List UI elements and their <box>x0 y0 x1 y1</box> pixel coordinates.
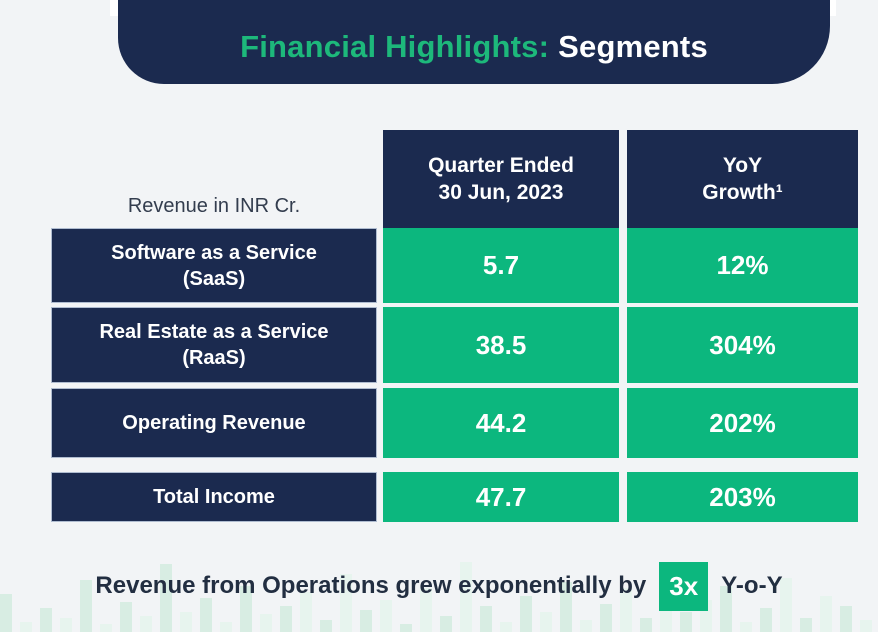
decorative-bar <box>720 586 732 632</box>
decorative-bar <box>420 588 432 632</box>
row-label-cell: Software as a Service (SaaS) <box>51 228 377 303</box>
decorative-bar <box>20 622 32 632</box>
header-quarter-line1: Quarter Ended <box>428 153 574 177</box>
row-growth: 304% <box>709 329 776 360</box>
decorative-bar <box>640 618 652 632</box>
row-label-line2: (RaaS) <box>182 347 246 369</box>
decorative-bar <box>260 614 272 632</box>
corner-label: Revenue in INR Cr. <box>127 195 301 217</box>
footer-text-before: Revenue from Operations grew exponential… <box>95 572 647 599</box>
decorative-bar <box>340 574 352 632</box>
total-label: Total Income <box>153 486 275 508</box>
decorative-bar <box>180 612 192 632</box>
decorative-bar <box>200 598 212 632</box>
total-value: 47.7 <box>475 481 527 512</box>
footer-callout: Revenue from Operations grew exponential… <box>0 556 878 616</box>
header-yoy-line2: Growth¹ <box>702 181 783 204</box>
decorative-bar <box>800 618 812 632</box>
decorative-bar <box>840 606 852 632</box>
decorative-bar <box>240 586 252 632</box>
header-quarter-cell: Quarter Ended 30 Jun, 2023 <box>383 130 619 228</box>
decorative-bar <box>60 618 72 632</box>
decorative-bar <box>580 620 592 632</box>
table-row-raas: Real Estate as a Service (RaaS) 38.5 304… <box>0 307 878 383</box>
decorative-bar <box>460 562 472 632</box>
decorative-bar <box>80 580 92 632</box>
row-value-cell: 44.2 <box>383 388 619 458</box>
row-growth-cell: 12% <box>627 228 858 303</box>
decorative-bar <box>40 608 52 632</box>
row-growth-cell: 202% <box>627 388 858 458</box>
decorative-bar <box>300 592 312 632</box>
decorative-bar <box>860 620 872 632</box>
row-value: 5.7 <box>482 250 520 280</box>
header-yoy-line1: YoY <box>722 153 763 177</box>
decorative-bar <box>100 624 112 632</box>
decorative-bar <box>680 612 692 632</box>
decorative-bar <box>560 582 572 632</box>
decorative-bar <box>540 612 552 632</box>
growth-multiple-badge: 3x <box>659 561 709 611</box>
row-label-line2: (SaaS) <box>182 267 246 290</box>
decorative-bar <box>160 564 172 632</box>
row-growth: 202% <box>709 407 776 438</box>
row-value: 38.5 <box>475 329 527 360</box>
decorative-bar <box>320 620 332 632</box>
decorative-bar <box>220 622 232 632</box>
growth-multiple-value: 3x <box>669 570 699 601</box>
row-value-cell: 5.7 <box>383 228 619 303</box>
table-row-saas: Software as a Service (SaaS) 5.7 12% <box>0 228 878 303</box>
title-banner: Financial Highlights: Segments <box>118 0 830 84</box>
decorative-bar <box>360 610 372 632</box>
decorative-bar <box>120 602 132 632</box>
row-label-line1: Real Estate as a Service <box>99 321 329 343</box>
table-row-total-income: Total Income 47.7 203% <box>0 472 878 522</box>
page-title-segment: Segments <box>558 29 708 64</box>
total-growth-cell: 203% <box>627 472 858 522</box>
row-growth: 12% <box>716 250 769 280</box>
decorative-bar <box>780 578 792 632</box>
row-label-cell: Real Estate as a Service (RaaS) <box>51 307 377 383</box>
decorative-bar <box>500 622 512 632</box>
total-label-cell: Total Income <box>51 472 377 522</box>
decorative-bar <box>760 608 772 632</box>
decorative-bar <box>400 624 412 632</box>
row-value-cell: 38.5 <box>383 307 619 383</box>
row-growth-cell: 304% <box>627 307 858 383</box>
page-title-highlight: Financial Highlights: <box>240 29 550 64</box>
row-label-cell: Operating Revenue <box>51 388 377 458</box>
total-growth: 203% <box>709 481 776 512</box>
header-yoy-cell: YoY Growth¹ <box>627 130 858 228</box>
header-quarter-line2: 30 Jun, 2023 <box>438 181 564 204</box>
decorative-bar <box>820 596 832 632</box>
row-label-line1: Operating Revenue <box>122 412 306 434</box>
decorative-bar <box>520 596 532 632</box>
decorative-bar <box>600 604 612 632</box>
decorative-bar <box>0 594 12 632</box>
decorative-bar <box>740 622 752 632</box>
corner-label-cell: Revenue in INR Cr. <box>51 130 377 228</box>
decorative-bar <box>140 616 152 632</box>
decorative-bar <box>280 606 292 632</box>
decorative-bar <box>380 600 392 632</box>
decorative-bar <box>440 616 452 632</box>
table-row-operating-revenue: Operating Revenue 44.2 202% <box>0 388 878 458</box>
total-value-cell: 47.7 <box>383 472 619 522</box>
row-label-line1: Software as a Service <box>111 241 317 264</box>
footer-text-after: Y-o-Y <box>721 572 783 599</box>
decorative-bar <box>620 588 632 632</box>
decorative-bar <box>480 606 492 632</box>
table-header-row: Revenue in INR Cr. Quarter Ended 30 Jun,… <box>0 130 878 228</box>
row-value: 44.2 <box>475 407 527 438</box>
